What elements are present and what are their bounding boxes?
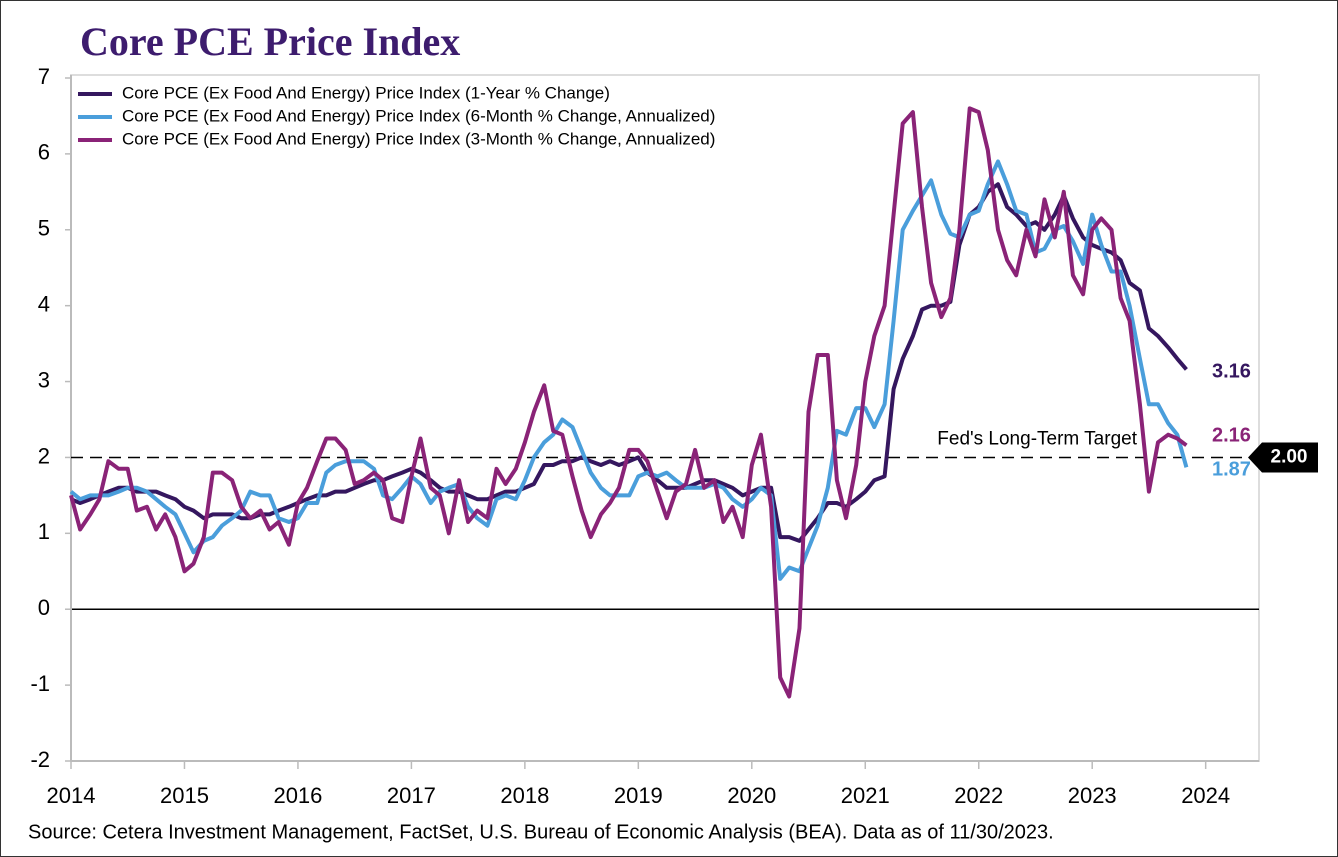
x-tick-label: 2014 — [47, 783, 96, 808]
legend-label: Core PCE (Ex Food And Energy) Price Inde… — [122, 83, 610, 102]
x-tick-label: 2017 — [387, 783, 436, 808]
x-tick-label: 2022 — [954, 783, 1003, 808]
chart-title: Core PCE Price Index — [80, 19, 460, 64]
end-label: 3.16 — [1212, 360, 1251, 382]
series-line — [69, 159, 1189, 581]
x-tick-label: 2024 — [1181, 783, 1230, 808]
target-label: 2.00 — [1271, 446, 1308, 467]
x-tick-label: 2015 — [160, 783, 209, 808]
end-label: 2.16 — [1212, 424, 1251, 446]
x-tick-label: 2019 — [614, 783, 663, 808]
target-tag — [1248, 442, 1318, 473]
y-tick-label: 1 — [38, 519, 50, 544]
x-tick-label: 2021 — [841, 783, 890, 808]
y-tick-label: -2 — [30, 747, 50, 772]
y-tick-label: 2 — [38, 443, 50, 468]
y-tick-label: 6 — [38, 140, 50, 165]
y-tick-label: 0 — [38, 595, 50, 620]
target-text: Fed's Long-Term Target — [937, 428, 1137, 449]
y-tick-label: 3 — [38, 367, 50, 392]
y-tick-label: 5 — [38, 216, 50, 241]
legend-label: Core PCE (Ex Food And Energy) Price Inde… — [122, 129, 715, 148]
source: Source: Cetera Investment Management, Fa… — [28, 821, 1054, 843]
end-label: 1.87 — [1212, 458, 1251, 480]
legend-label: Core PCE (Ex Food And Energy) Price Inde… — [122, 106, 715, 125]
x-tick-label: 2020 — [727, 783, 776, 808]
y-tick-label: -1 — [30, 671, 50, 696]
series-line — [69, 106, 1188, 699]
x-tick-label: 2023 — [1068, 783, 1117, 808]
x-tick-label: 2016 — [273, 783, 322, 808]
y-tick-label: 4 — [38, 291, 50, 316]
x-tick-label: 2018 — [500, 783, 549, 808]
y-tick-label: 7 — [38, 64, 50, 89]
series-line — [70, 182, 1188, 543]
